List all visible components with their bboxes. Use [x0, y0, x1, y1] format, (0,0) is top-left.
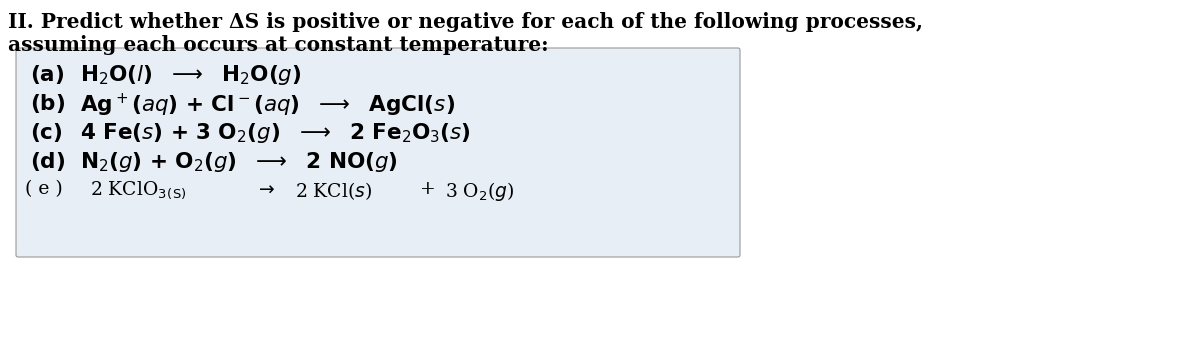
Text: N$_2$($\mathit{g}$) + O$_2$($\mathit{g}$)  $\longrightarrow$  2 NO($\mathit{g}$): N$_2$($\mathit{g}$) + O$_2$($\mathit{g}$…	[80, 150, 398, 174]
Text: ( e ): ( e )	[25, 180, 62, 198]
Text: assuming each occurs at constant temperature:: assuming each occurs at constant tempera…	[8, 35, 548, 55]
Text: $\mathbf{(c)}$: $\mathbf{(c)}$	[30, 121, 62, 144]
FancyBboxPatch shape	[16, 48, 740, 257]
Text: $\mathbf{(d)}$: $\mathbf{(d)}$	[30, 150, 65, 173]
Text: II. Predict whether ΔS is positive or negative for each of the following process: II. Predict whether ΔS is positive or ne…	[8, 12, 923, 32]
Text: H$_2$O($\mathit{l}$)  $\longrightarrow$  H$_2$O($\mathit{g}$): H$_2$O($\mathit{l}$) $\longrightarrow$ H…	[80, 63, 301, 87]
Text: 2 KCl($\mathit{s}$): 2 KCl($\mathit{s}$)	[295, 180, 372, 202]
Text: +: +	[420, 180, 436, 198]
Text: Ag$^+$($\mathit{aq}$) + Cl$^-$($\mathit{aq}$)  $\longrightarrow$  AgCl($\mathit{: Ag$^+$($\mathit{aq}$) + Cl$^-$($\mathit{…	[80, 92, 455, 119]
Text: 2 KClO$_3$$_\mathrm{(S)}$: 2 KClO$_3$$_\mathrm{(S)}$	[90, 180, 186, 201]
Text: 3 O$_2$($\mathit{g}$): 3 O$_2$($\mathit{g}$)	[445, 180, 515, 203]
Text: $\mathbf{(a)}$: $\mathbf{(a)}$	[30, 63, 65, 86]
Text: 4 Fe($\mathit{s}$) + 3 O$_2$($\mathit{g}$)  $\longrightarrow$  2 Fe$_2$O$_3$($\m: 4 Fe($\mathit{s}$) + 3 O$_2$($\mathit{g}…	[80, 121, 470, 145]
Text: $\rightarrow$: $\rightarrow$	[256, 180, 276, 198]
Text: $\mathbf{(b)}$: $\mathbf{(b)}$	[30, 92, 65, 115]
